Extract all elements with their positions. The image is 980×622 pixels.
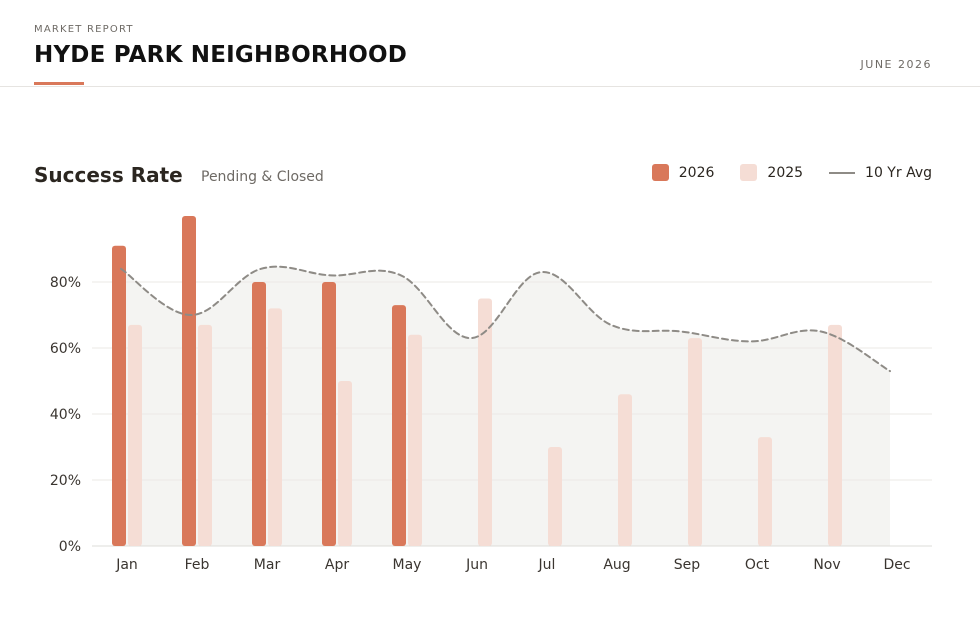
legend-item-2025: 2025	[740, 164, 803, 181]
bar-2026-apr	[322, 282, 336, 546]
chart-subtitle: Pending & Closed	[201, 169, 324, 185]
report-date: JUNE 2026	[860, 58, 932, 71]
legend-label-2026: 2026	[678, 164, 715, 181]
x-tick-label: Mar	[254, 557, 281, 573]
x-tick-label: Dec	[883, 557, 910, 573]
legend-swatch-2025	[740, 164, 758, 181]
y-tick-label: 80%	[50, 275, 81, 291]
bar-2026-may	[392, 305, 406, 546]
bar-2025-mar	[268, 308, 282, 546]
bar-2025-jul	[548, 447, 562, 546]
bar-2025-feb	[198, 324, 212, 546]
legend-label-10yr-avg: 10 Yr Avg	[865, 164, 932, 181]
legend-label-2025: 2025	[767, 164, 804, 181]
legend-item-10yr-avg: 10 Yr Avg	[829, 165, 932, 181]
x-tick-label: Jan	[115, 557, 138, 573]
y-tick-label: 0%	[59, 539, 81, 555]
bar-2025-sep	[688, 338, 702, 546]
page-title: HYDE PARK NEIGHBORHOOD	[34, 42, 408, 68]
bar-2025-may	[408, 334, 422, 546]
x-tick-label: Aug	[603, 557, 630, 573]
x-tick-label: Jun	[465, 557, 488, 573]
x-tick-label: May	[393, 557, 422, 573]
chart-legend: 2026 2025 10 Yr Avg	[626, 164, 932, 181]
bar-2025-nov	[828, 324, 842, 546]
bar-2026-jan	[112, 245, 126, 546]
bar-2025-jun	[478, 298, 492, 546]
x-tick-label: Apr	[325, 557, 349, 573]
bar-2025-aug	[618, 394, 632, 546]
bar-2026-feb	[182, 216, 196, 546]
bar-2025-jan	[128, 324, 142, 546]
y-tick-label: 20%	[50, 473, 81, 489]
report-header: MARKET REPORT HYDE PARK NEIGHBORHOOD JUN…	[0, 0, 980, 87]
legend-swatch-2026	[651, 164, 669, 181]
report-kicker: MARKET REPORT	[34, 24, 134, 35]
x-tick-label: Feb	[185, 557, 210, 573]
x-tick-label: Jul	[538, 557, 556, 573]
bar-2025-oct	[758, 437, 772, 546]
avg-line-10yr	[120, 265, 891, 373]
chart-title: Success Rate	[34, 163, 183, 187]
avg-area-fill	[121, 266, 890, 546]
bar-2025-apr	[338, 381, 352, 546]
legend-item-2026: 2026	[651, 164, 715, 181]
x-tick-label: Nov	[813, 557, 840, 573]
legend-swatch-10yr-avg	[829, 171, 856, 174]
y-tick-label: 40%	[50, 407, 81, 423]
title-accent-bar	[34, 82, 84, 85]
bar-2026-mar	[252, 282, 266, 546]
x-tick-label: Sep	[674, 557, 701, 573]
y-tick-label: 60%	[50, 341, 81, 357]
x-tick-label: Oct	[745, 557, 770, 573]
